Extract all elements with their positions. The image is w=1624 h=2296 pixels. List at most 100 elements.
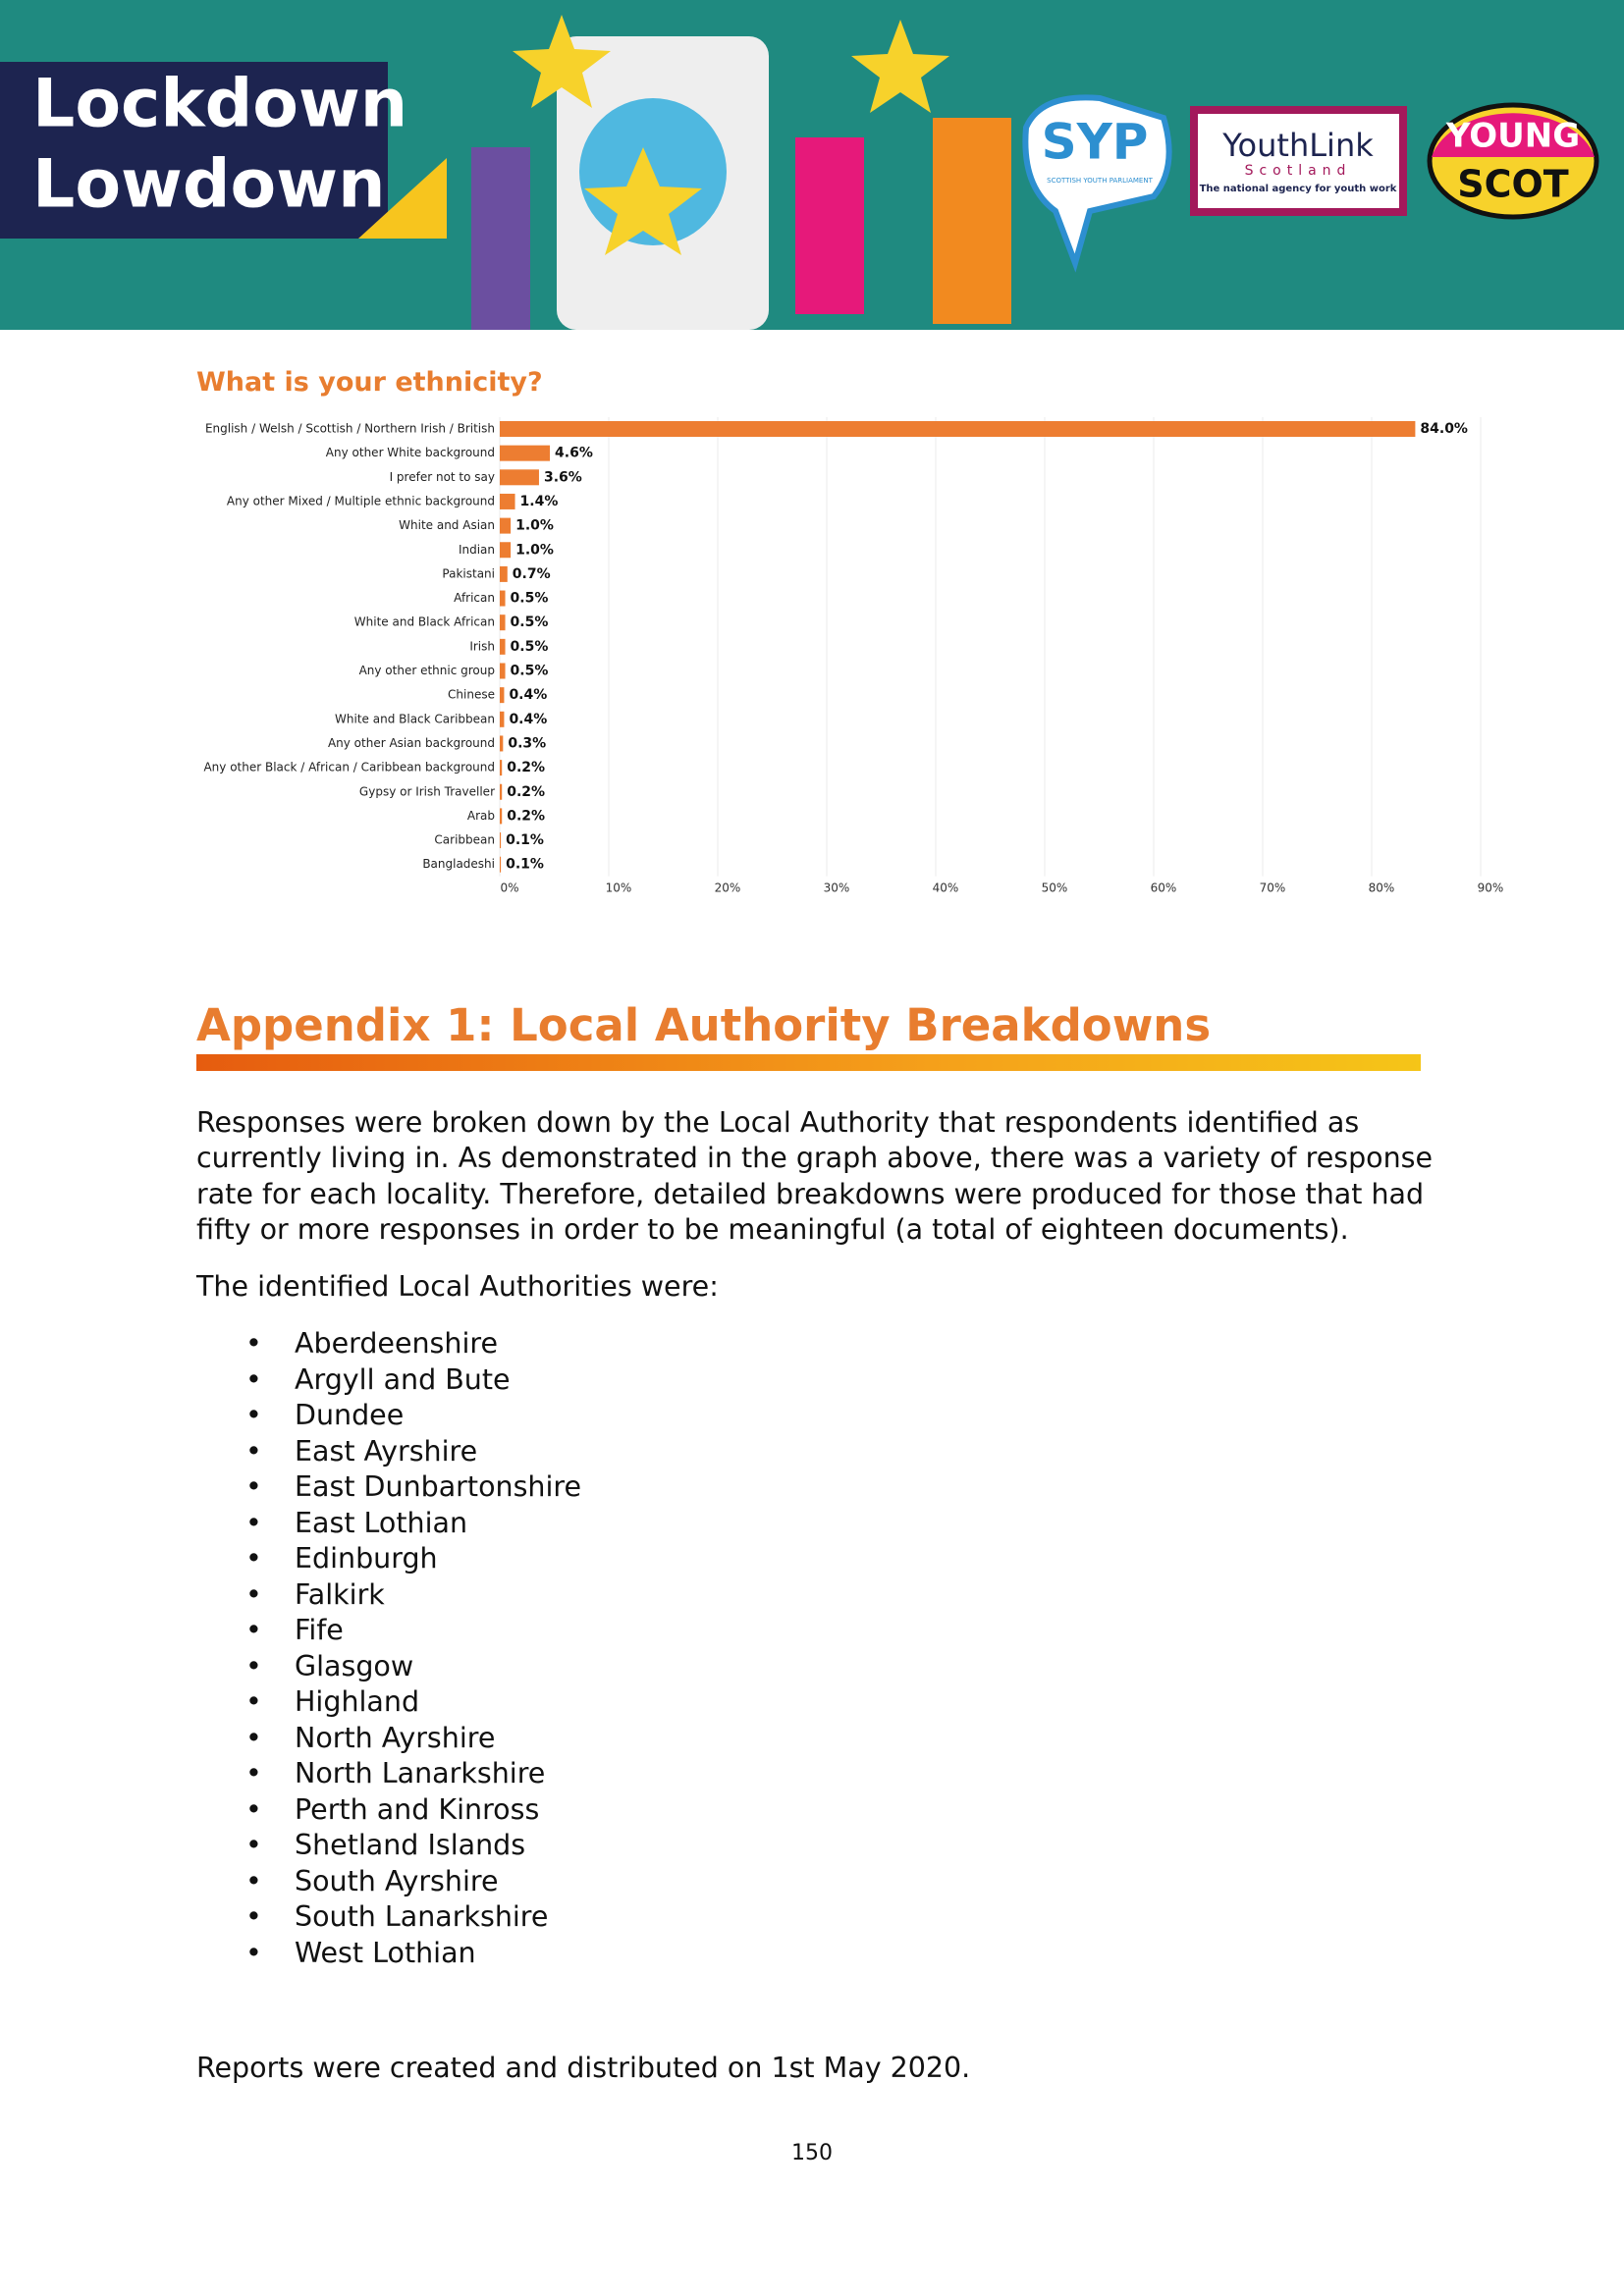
bar xyxy=(500,783,503,800)
bar xyxy=(500,493,515,509)
value-label: 0.3% xyxy=(508,735,546,751)
bullet: • xyxy=(245,1577,262,1611)
logo-text: SYP xyxy=(1042,114,1149,171)
bar xyxy=(500,421,1416,437)
y-tick-label: Pakistani xyxy=(442,566,495,580)
chart: 0% 10% 20% 30% 40% 50% 60% 70% 80% 90% English / W… xyxy=(203,417,1504,895)
list-item: • East Lothian xyxy=(0,1506,785,1542)
value-label: 0.1% xyxy=(506,857,544,873)
logo-text: The national agency for youth work xyxy=(1200,184,1397,194)
list-item: • West Lothian xyxy=(0,1936,785,1972)
list-item: • East Dunbartonshire xyxy=(0,1469,785,1506)
logo-text: YOUNG xyxy=(1445,117,1580,156)
figure xyxy=(933,118,1011,324)
list-item-text: Perth and Kinross xyxy=(295,1792,540,1826)
logo-text: SCOTTISH YOUTH PARLIAMENT xyxy=(1047,177,1153,185)
x-tick-label: 30% xyxy=(824,881,850,895)
y-tick-label: Any other Asian background xyxy=(328,736,495,750)
bullet: • xyxy=(245,1864,262,1897)
closing-text: Reports were created and distributed on … xyxy=(196,2052,971,2084)
logo-text: Scotland xyxy=(1245,163,1352,179)
bar xyxy=(500,687,505,704)
x-tick-label: 80% xyxy=(1369,881,1395,895)
bullet: • xyxy=(245,1757,262,1789)
list-item-text: Edinburgh xyxy=(295,1542,438,1575)
bar xyxy=(500,832,502,849)
value-label: 3.6% xyxy=(544,469,582,485)
bar xyxy=(500,542,512,559)
bar xyxy=(500,663,506,679)
bar xyxy=(500,590,506,607)
paragraph-line: rate for each locality. Therefore, detai… xyxy=(196,1177,1425,1210)
bar xyxy=(500,735,504,752)
y-tick-label: White and Black African xyxy=(354,615,495,629)
value-label: 0.4% xyxy=(509,687,547,703)
list-item-text: North Lanarkshire xyxy=(295,1757,546,1789)
star xyxy=(513,15,611,108)
list-item: • Fife xyxy=(0,1613,785,1649)
y-tick-label: Any other White background xyxy=(326,446,495,459)
bullet: • xyxy=(245,1900,262,1933)
y-tick-label: Caribbean xyxy=(434,833,495,847)
list-item-text: East Lothian xyxy=(295,1506,468,1539)
value-label: 0.1% xyxy=(506,832,544,848)
x-tick-label: 40% xyxy=(933,881,959,895)
chart-title: What is your ethnicity? xyxy=(196,367,543,398)
page-number: 150 xyxy=(791,2141,833,2165)
x-tick-label: 90% xyxy=(1478,881,1504,895)
bar xyxy=(500,565,508,582)
bullet: • xyxy=(245,1649,262,1682)
list-item-text: Aberdeenshire xyxy=(295,1327,499,1360)
x-tick-label: 50% xyxy=(1042,881,1068,895)
bullet: • xyxy=(245,1614,262,1646)
bar xyxy=(500,760,503,776)
bullet: • xyxy=(245,1829,262,1861)
bullet: • xyxy=(245,1362,262,1396)
y-tick-label: Irish xyxy=(469,639,495,653)
y-tick-label: Any other ethnic group xyxy=(359,664,495,677)
section-heading: Appendix 1: Local Authority Breakdowns xyxy=(196,999,1212,1051)
list-item-text: Fife xyxy=(295,1614,344,1646)
list-item: • Dundee xyxy=(0,1398,785,1434)
list-item-text: West Lothian xyxy=(295,1936,476,1969)
y-tick-label: Gypsy or Irish Traveller xyxy=(359,784,495,798)
value-label: 0.5% xyxy=(511,614,549,630)
value-label: 1.4% xyxy=(520,494,559,509)
y-tick-label: Bangladeshi xyxy=(422,857,495,871)
figure xyxy=(471,147,530,330)
youthlink-logo xyxy=(1190,106,1407,216)
bullet: • xyxy=(245,1721,262,1754)
list-item: • East Ayrshire xyxy=(0,1434,785,1470)
list-item: • Aberdeenshire xyxy=(0,1326,785,1362)
y-tick-label: Chinese xyxy=(448,688,495,702)
bullet: • xyxy=(245,1470,262,1503)
figure xyxy=(795,137,864,314)
value-label: 0.5% xyxy=(511,664,549,679)
list-item: • Falkirk xyxy=(0,1577,785,1614)
banner: Lockdown Lowdown SYP SCOTTISH YOUTH PARL… xyxy=(0,0,1624,330)
x-tick-label: 60% xyxy=(1151,881,1177,895)
youngscot-logo xyxy=(1432,113,1595,157)
list-item-text: Dundee xyxy=(295,1399,405,1431)
x-tick-label: 10% xyxy=(606,881,632,895)
list-intro: The identified Local Authorities were: xyxy=(196,1270,719,1303)
y-tick-label: White and Black Caribbean xyxy=(335,712,495,725)
y-tick-label: Any other Mixed / Multiple ethnic backgr… xyxy=(227,494,495,507)
bullet: • xyxy=(245,1399,262,1431)
y-tick-label: I prefer not to say xyxy=(390,470,495,484)
list-item: • North Lanarkshire xyxy=(0,1756,785,1792)
list-item-text: Shetland Islands xyxy=(295,1829,526,1861)
bar xyxy=(500,638,506,655)
value-label: 1.0% xyxy=(515,518,554,534)
paragraph-line: Responses were broken down by the Local … xyxy=(196,1106,1360,1139)
authority-list: • Aberdeenshire • Argyll and Bute • Dundee • Ea… xyxy=(0,1326,785,1971)
bar xyxy=(500,614,506,631)
y-tick-label: African xyxy=(454,591,495,605)
list-item-text: North Ayrshire xyxy=(295,1721,496,1754)
list-item: • Edinburgh xyxy=(0,1541,785,1577)
list-item-text: South Lanarkshire xyxy=(295,1900,549,1933)
y-tick-label: White and Asian xyxy=(399,518,495,532)
list-item: • Perth and Kinross xyxy=(0,1792,785,1829)
value-label: 84.0% xyxy=(1420,421,1468,437)
